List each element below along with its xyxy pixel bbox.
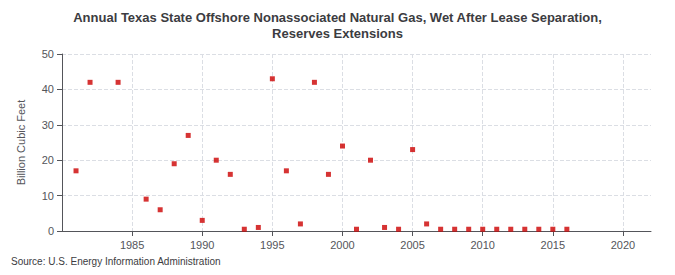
svg-text:2005: 2005 [400, 239, 424, 251]
svg-text:0: 0 [48, 225, 54, 237]
svg-text:10: 10 [42, 190, 54, 202]
svg-text:50: 50 [42, 48, 54, 60]
svg-text:Reserves Extensions: Reserves Extensions [272, 26, 403, 41]
svg-text:2020: 2020 [611, 239, 635, 251]
svg-text:1995: 1995 [260, 239, 284, 251]
svg-text:2010: 2010 [470, 239, 494, 251]
svg-text:Source: U.S. Energy Informatio: Source: U.S. Energy Information Administ… [11, 256, 221, 267]
svg-text:Billion Cubic Feet: Billion Cubic Feet [15, 100, 27, 186]
svg-text:1985: 1985 [120, 239, 144, 251]
svg-text:Annual Texas State Offshore No: Annual Texas State Offshore Nonassociate… [73, 10, 602, 25]
svg-text:40: 40 [42, 83, 54, 95]
svg-text:2000: 2000 [330, 239, 354, 251]
svg-text:1990: 1990 [190, 239, 214, 251]
svg-text:20: 20 [42, 154, 54, 166]
svg-text:2015: 2015 [541, 239, 565, 251]
svg-text:30: 30 [42, 119, 54, 131]
